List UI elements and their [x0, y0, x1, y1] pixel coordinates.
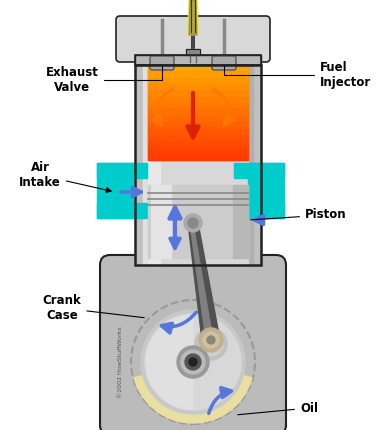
- FancyBboxPatch shape: [116, 16, 192, 62]
- Circle shape: [184, 214, 202, 232]
- Bar: [151, 185, 171, 258]
- Text: Piston: Piston: [251, 209, 347, 221]
- Bar: [148, 78, 248, 84]
- Wedge shape: [146, 315, 193, 409]
- Bar: [148, 122, 248, 128]
- Bar: [135, 65, 148, 265]
- Bar: [233, 185, 248, 258]
- Bar: [97, 163, 133, 218]
- Text: Crank
Case: Crank Case: [42, 294, 144, 322]
- Circle shape: [188, 218, 198, 228]
- Bar: [148, 65, 248, 160]
- Polygon shape: [188, 223, 220, 340]
- Circle shape: [189, 358, 197, 366]
- Text: Oil: Oil: [238, 402, 318, 415]
- Bar: [148, 160, 248, 265]
- Polygon shape: [189, 0, 197, 35]
- Circle shape: [203, 332, 219, 348]
- Polygon shape: [190, 223, 213, 340]
- Bar: [135, 65, 261, 265]
- Bar: [186, 49, 200, 55]
- Circle shape: [177, 346, 209, 378]
- Bar: [148, 154, 248, 160]
- Bar: [148, 160, 160, 265]
- Circle shape: [145, 314, 241, 410]
- Bar: [148, 128, 248, 135]
- Bar: [148, 90, 248, 97]
- Bar: [148, 135, 248, 141]
- Bar: [148, 65, 248, 71]
- FancyBboxPatch shape: [194, 16, 270, 62]
- Bar: [135, 55, 261, 65]
- Circle shape: [199, 332, 223, 356]
- Bar: [97, 203, 147, 218]
- Bar: [148, 116, 248, 122]
- Bar: [148, 97, 248, 103]
- Bar: [148, 71, 248, 78]
- FancyBboxPatch shape: [100, 255, 286, 430]
- Bar: [186, 49, 200, 55]
- FancyBboxPatch shape: [150, 56, 174, 70]
- Circle shape: [185, 354, 201, 370]
- Bar: [135, 55, 261, 65]
- Polygon shape: [188, 0, 198, 35]
- Bar: [148, 185, 248, 258]
- Circle shape: [205, 338, 217, 350]
- Bar: [148, 109, 248, 116]
- Bar: [148, 84, 248, 90]
- Bar: [248, 65, 261, 265]
- Text: Fuel
Injector: Fuel Injector: [224, 61, 371, 89]
- Bar: [97, 163, 147, 178]
- Bar: [248, 163, 284, 218]
- Bar: [234, 163, 284, 178]
- Circle shape: [195, 328, 227, 360]
- Text: Air
Intake: Air Intake: [19, 161, 111, 192]
- FancyBboxPatch shape: [212, 56, 236, 70]
- Text: Exhaust
Valve: Exhaust Valve: [46, 66, 162, 94]
- Text: ©2002 HowStuffWorks: ©2002 HowStuffWorks: [117, 326, 122, 398]
- Circle shape: [141, 310, 245, 414]
- Circle shape: [199, 328, 223, 352]
- Bar: [148, 141, 248, 147]
- Bar: [143, 65, 148, 265]
- Wedge shape: [134, 362, 252, 423]
- Bar: [148, 147, 248, 154]
- Circle shape: [207, 336, 215, 344]
- Bar: [248, 65, 253, 265]
- Circle shape: [181, 350, 205, 374]
- Bar: [148, 103, 248, 109]
- Bar: [135, 55, 261, 65]
- Bar: [234, 203, 284, 218]
